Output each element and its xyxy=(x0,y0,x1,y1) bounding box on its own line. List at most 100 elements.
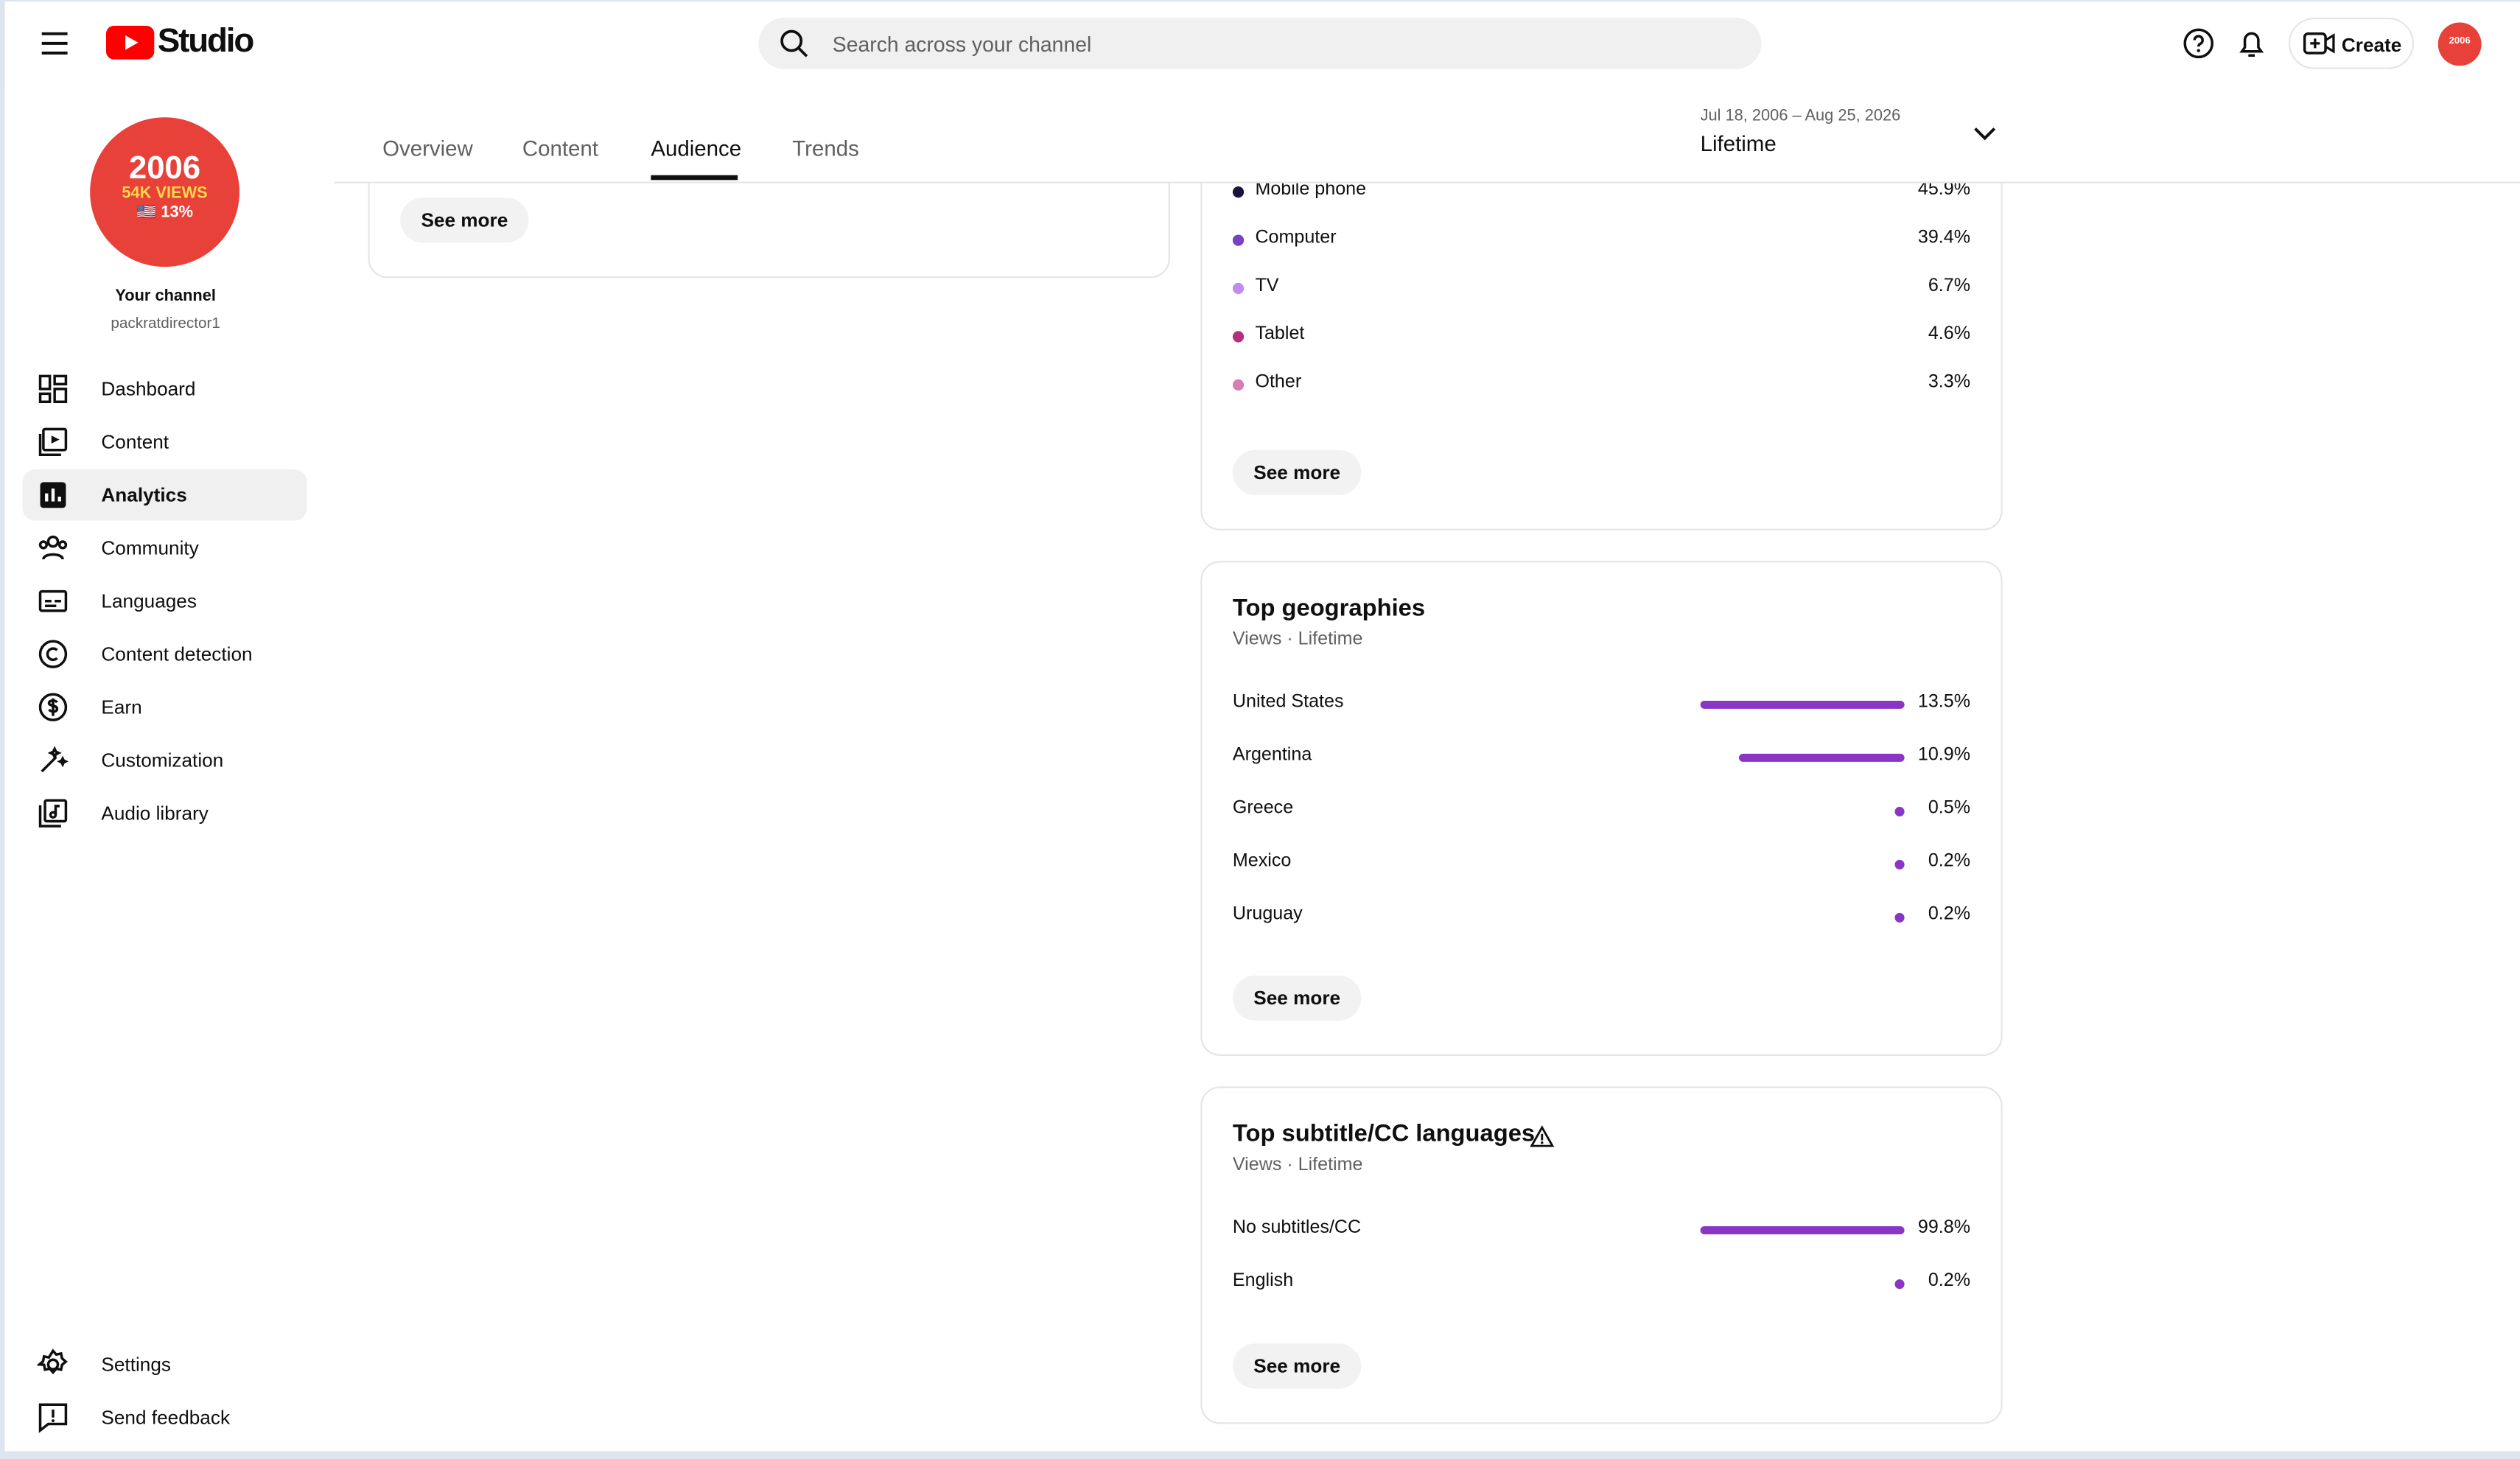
nav-item[interactable]: Audio library xyxy=(23,788,307,839)
see-more-button[interactable]: See more xyxy=(1232,975,1362,1021)
card-subtitle: Views · Lifetime xyxy=(1232,1155,1363,1175)
device-row: TV 6.7% xyxy=(1232,276,1971,302)
nav-item[interactable]: Content detection xyxy=(23,629,307,680)
channel-title: Your channel xyxy=(115,287,216,306)
warning-icon[interactable] xyxy=(1530,1125,1555,1148)
row-percent: 13.5% xyxy=(1917,693,1971,713)
nav-label: Send feedback xyxy=(101,1406,231,1429)
nav-icon xyxy=(38,427,68,456)
menu-button[interactable] xyxy=(41,29,69,57)
nav-label: Content detection xyxy=(101,643,253,665)
device-percent: 4.6% xyxy=(1928,324,1971,344)
nav-item[interactable]: Languages xyxy=(23,575,307,627)
avatar-line: 2006 xyxy=(129,151,201,187)
bar-row: No subtitles/CC 99.8% xyxy=(1233,1218,1970,1244)
row-name: No subtitles/CC xyxy=(1232,1218,1362,1238)
see-more-button[interactable]: See more xyxy=(400,197,529,243)
avatar-line: 54K VIEWS xyxy=(122,184,208,203)
device-name: TV xyxy=(1255,276,1279,296)
device-name: Computer xyxy=(1255,228,1337,248)
device-row: Tablet 4.6% xyxy=(1232,324,1971,351)
row-name: English xyxy=(1232,1271,1294,1291)
nav-item[interactable]: Content xyxy=(23,416,307,468)
channel-avatar[interactable]: 2006 54K VIEWS 🇺🇸 13% xyxy=(90,117,239,267)
subtitles-card: Top subtitle/CC languages Views · Lifeti… xyxy=(1200,1086,2003,1424)
tabs-bar: Jul 18, 2006 – Aug 25, 2026 Lifetime Ove… xyxy=(334,86,2520,183)
help-button[interactable] xyxy=(2183,27,2215,60)
device-name: Tablet xyxy=(1255,324,1305,344)
nav-icon xyxy=(38,799,68,828)
nav-icon xyxy=(40,482,66,508)
date-label: Lifetime xyxy=(1700,131,1777,156)
row-name: United States xyxy=(1232,693,1344,713)
date-range: Jul 18, 2006 – Aug 25, 2026 xyxy=(1700,108,1901,126)
nav-item[interactable]: Dashboard xyxy=(23,363,307,415)
device-percent: 3.3% xyxy=(1928,373,1971,393)
avatar-line: 🇺🇸 13% xyxy=(136,203,194,222)
nav-label: Customization xyxy=(101,749,224,772)
device-name: Other xyxy=(1255,373,1302,393)
notifications-button[interactable] xyxy=(2236,27,2268,60)
legend-dot xyxy=(1232,186,1245,198)
device-percent: 6.7% xyxy=(1928,276,1971,296)
row-name: Argentina xyxy=(1232,746,1312,766)
geographies-card: Top geographies Views · Lifetime See mor… xyxy=(1200,561,2003,1056)
nav-item[interactable]: Community xyxy=(23,522,307,574)
device-row: Mobile phone 45.9% xyxy=(1232,180,1970,206)
device-row: Other 3.3% xyxy=(1232,373,1971,399)
app: Studio Search across your channel Create… xyxy=(4,1,2520,1452)
nav-label: Earn xyxy=(101,696,142,718)
nav-item[interactable]: Analytics xyxy=(22,469,307,521)
tab-underline xyxy=(651,175,738,181)
bar-dot xyxy=(1894,1278,1905,1289)
date-dropdown[interactable] xyxy=(1973,125,1996,141)
create-label: Create xyxy=(2341,33,2402,57)
bar xyxy=(1700,700,1905,709)
card-title: Top geographies xyxy=(1232,595,1426,623)
legend-dot xyxy=(1232,379,1245,391)
search-placeholder: Search across your channel xyxy=(832,32,1092,57)
nav-item[interactable]: Customization xyxy=(23,735,307,786)
device-row: Computer 39.4% xyxy=(1232,228,1970,254)
sidebar: 2006 54K VIEWS 🇺🇸 13% Your channel packr… xyxy=(5,87,326,1452)
tab[interactable]: Content xyxy=(522,136,599,161)
row-percent: 10.9% xyxy=(1917,746,1971,766)
see-more-button[interactable]: See more xyxy=(1232,1343,1362,1389)
top-bar: Studio Search across your channel Create… xyxy=(4,1,2520,87)
logo-icon[interactable] xyxy=(105,25,155,60)
bar-row: English 0.2% xyxy=(1233,1271,1970,1297)
row-name: Greece xyxy=(1232,799,1294,819)
tab[interactable]: Trends xyxy=(792,136,859,161)
account-avatar[interactable]: 2006 xyxy=(2437,22,2482,66)
nav-item[interactable]: Earn xyxy=(23,682,307,733)
bar xyxy=(1739,753,1905,762)
nav-item[interactable]: Settings xyxy=(23,1339,307,1390)
nav-label: Content xyxy=(101,430,169,454)
nav-icon xyxy=(38,589,68,612)
bar-dot xyxy=(1894,858,1905,869)
search-box[interactable]: Search across your channel xyxy=(758,17,1762,69)
nav-label: Analytics xyxy=(101,483,187,507)
tab[interactable]: Overview xyxy=(382,136,473,161)
create-button[interactable]: Create xyxy=(2288,17,2415,69)
nav-icon xyxy=(38,535,68,560)
nav-item[interactable]: Send feedback xyxy=(23,1392,307,1444)
tab[interactable]: Audience xyxy=(651,136,742,161)
bar-row: Greece 0.5% xyxy=(1233,799,1970,825)
logo-text[interactable]: Studio xyxy=(157,22,255,60)
row-name: Mexico xyxy=(1232,851,1292,872)
nav-icon xyxy=(38,640,68,668)
legend-dot xyxy=(1232,331,1245,343)
row-percent: 0.2% xyxy=(1928,851,1971,872)
nav-icon xyxy=(37,1348,68,1375)
nav-label: Settings xyxy=(101,1353,171,1376)
row-percent: 0.5% xyxy=(1928,799,1971,819)
card-subtitle: Views · Lifetime xyxy=(1232,629,1363,650)
see-more-button[interactable]: See more xyxy=(1232,449,1362,495)
nav-label: Languages xyxy=(101,589,197,612)
card-title: Top subtitle/CC languages xyxy=(1232,1120,1536,1148)
bar-row: United States 13.5% xyxy=(1233,693,1970,718)
